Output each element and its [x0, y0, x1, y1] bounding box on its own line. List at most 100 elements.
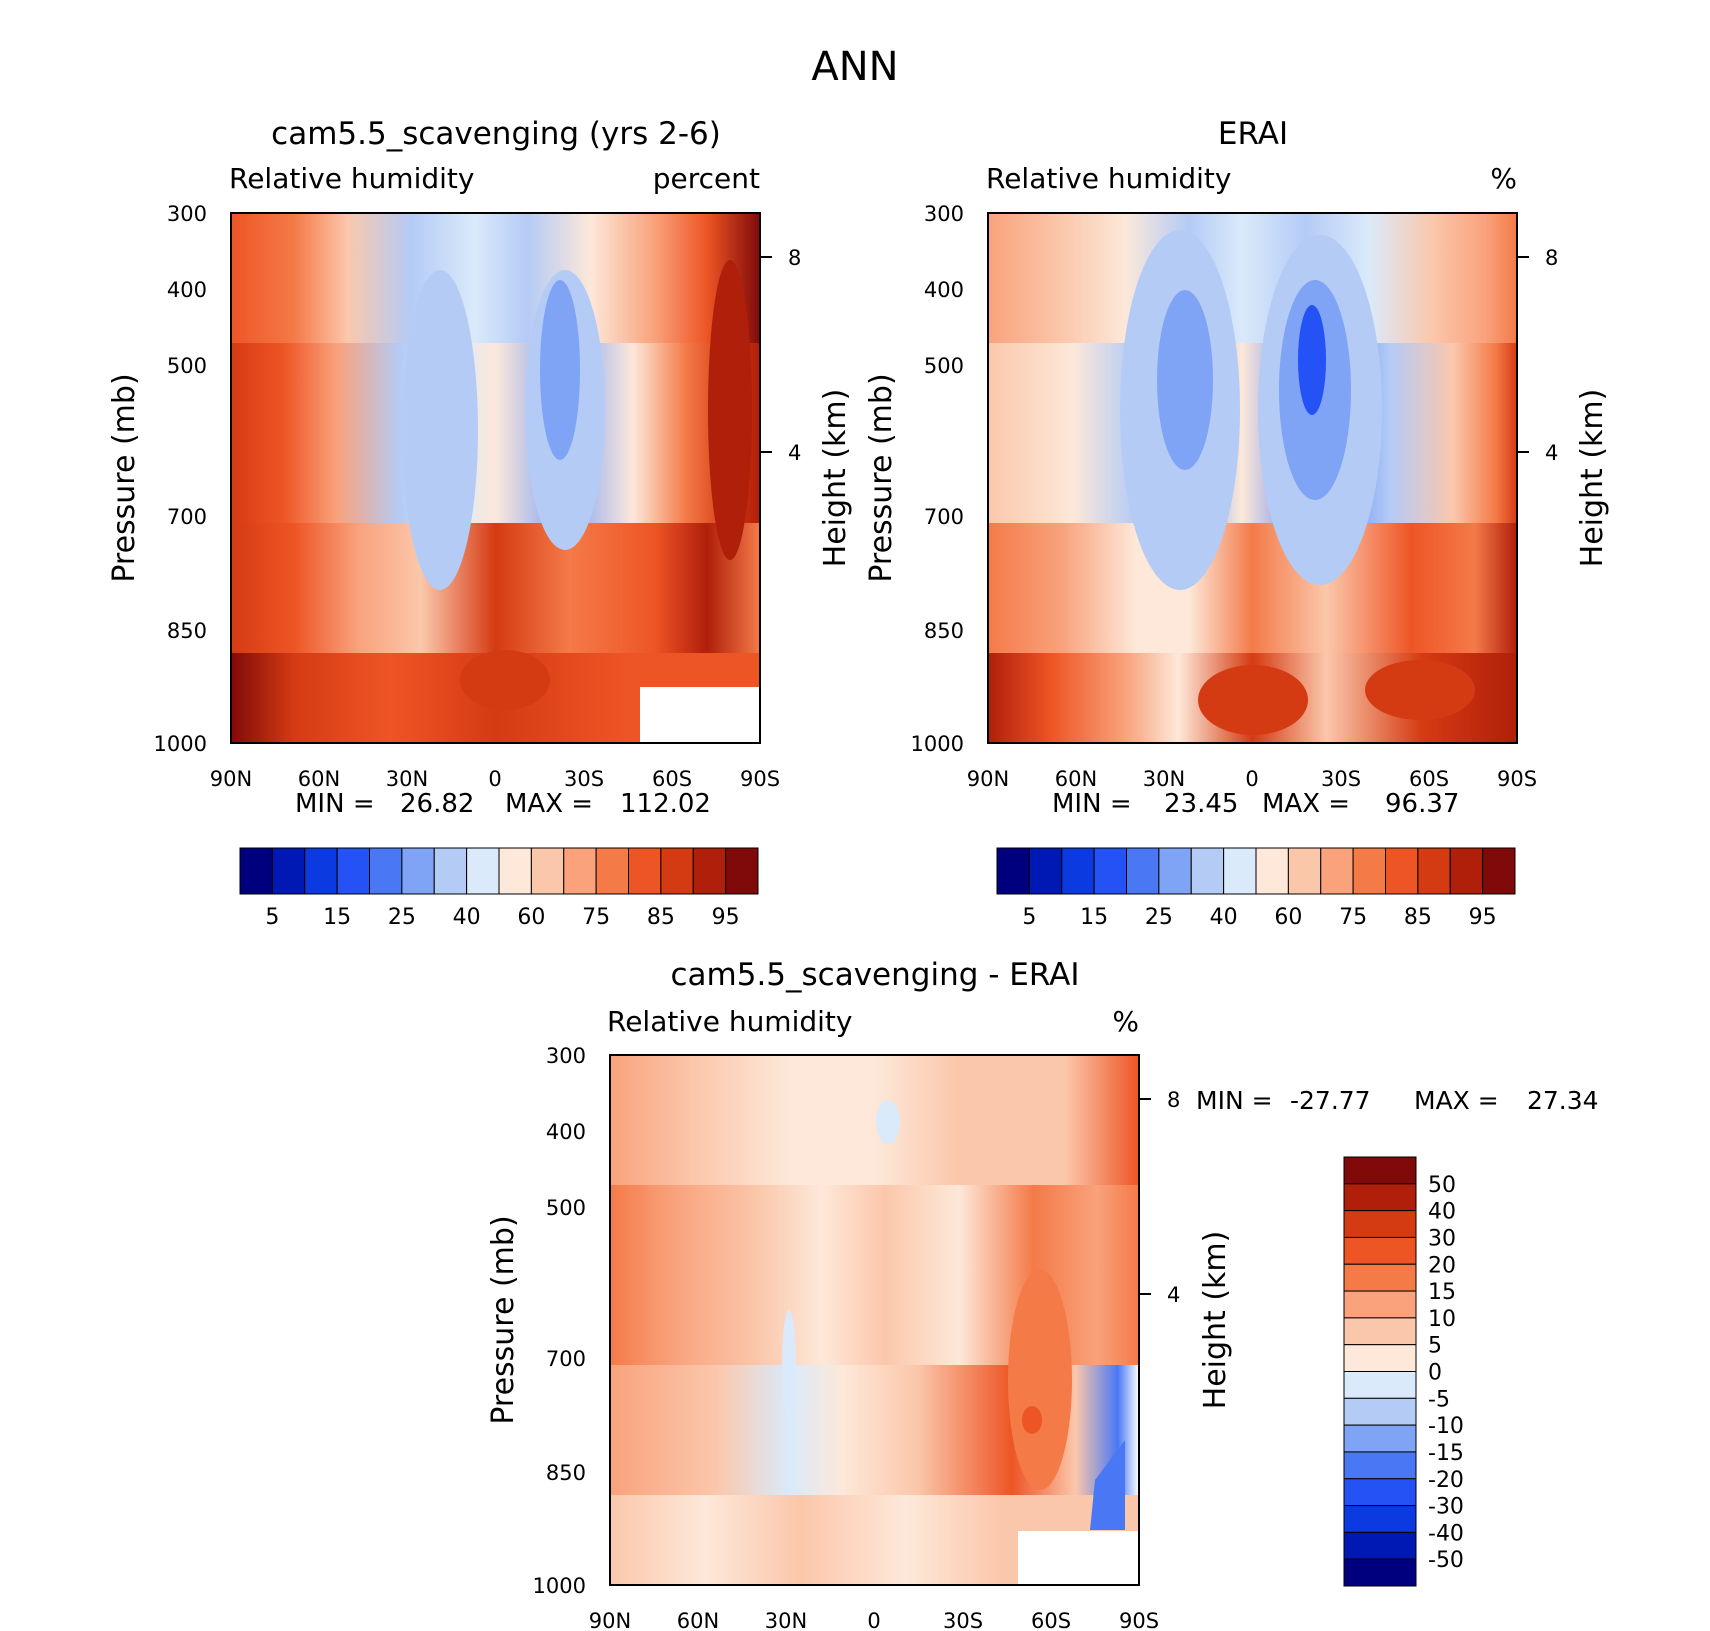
colorbar-swatch [1343, 1371, 1417, 1399]
colorbar-swatch [498, 847, 532, 895]
dry-minimum [1298, 305, 1326, 415]
colorbar-swatch [1028, 847, 1063, 895]
colorbar-swatch [1343, 1263, 1417, 1292]
x-tick-label: 60N [298, 767, 340, 791]
colorbar-swatch [996, 847, 1030, 895]
x-tick-label: 60S [1409, 767, 1449, 791]
max-value: 112.02 [620, 789, 711, 819]
colorbar-label: 85 [647, 905, 675, 930]
colorbar-swatch [1061, 847, 1095, 895]
max-label: MAX = [505, 789, 593, 819]
y2-tick-label: 8 [1545, 246, 1558, 270]
y2-tick-label: 8 [788, 246, 801, 270]
units-label: % [1112, 1005, 1139, 1038]
colorbar-swatch [628, 847, 662, 895]
colorbar-swatch [1343, 1397, 1417, 1426]
colorbar-label: 25 [1145, 905, 1173, 930]
y-tick-label: 1000 [911, 732, 964, 756]
y-tick-label: 500 [546, 1196, 586, 1220]
y2-axis-label: Height (km) [1575, 389, 1610, 568]
colorbar-swatch [1126, 847, 1160, 895]
colorbar-label: 5 [1022, 905, 1036, 930]
latitude-axis: 90N 60N 30N 0 30S 60S 90S [210, 767, 780, 791]
colorbar-label: -50 [1428, 1548, 1464, 1573]
x-tick-label: 90S [1497, 767, 1537, 791]
min-value: -27.77 [1290, 1086, 1371, 1115]
y2-tick-label: 8 [1167, 1088, 1180, 1112]
colorbar-label: 85 [1404, 905, 1432, 930]
contour-field [610, 1055, 1139, 1585]
band-lower [988, 523, 1517, 653]
colorbar-label: 20 [1428, 1253, 1456, 1278]
x-tick-label: 60S [1031, 1609, 1071, 1631]
band-middle [988, 343, 1517, 523]
colorbar-label: 75 [1339, 905, 1367, 930]
min-label: MIN = [1052, 789, 1132, 819]
colorbar-swatch [1343, 1236, 1417, 1265]
panel-erai: ERAI Relative humidity % 300 400 500 700… [864, 116, 1610, 930]
units-label: percent [653, 162, 760, 195]
y-tick-label: 400 [167, 278, 207, 302]
min-value: 23.45 [1164, 789, 1238, 819]
colorbar-swatch [1385, 847, 1419, 895]
colorbar-swatch [401, 847, 435, 895]
x-tick-label: 90N [967, 767, 1009, 791]
panel-model: cam5.5_scavenging (yrs 2-6) Relative hum… [107, 116, 853, 930]
colorbar-swatch [1343, 1478, 1417, 1507]
plot-frame [987, 212, 1518, 744]
min-max-readout: MIN = 23.45 MAX = 96.37 [1052, 789, 1459, 819]
colorbar-swatch [1343, 1210, 1417, 1238]
colorbar-swatch [1190, 847, 1225, 895]
panel-title: cam5.5_scavenging (yrs 2-6) [271, 116, 721, 152]
pressure-axis: 300 400 500 700 850 1000 [154, 202, 207, 756]
height-axis: 8 4 [1517, 246, 1558, 465]
y-tick-label: 1000 [533, 1574, 586, 1598]
colorbar-label: 75 [582, 905, 610, 930]
colorbar-swatch [1343, 1156, 1417, 1185]
max-label: MAX = [1414, 1086, 1499, 1115]
y-tick-label: 850 [546, 1461, 586, 1485]
colorbar-swatch [725, 847, 759, 895]
colorbar-swatch [1352, 847, 1386, 895]
x-tick-label: 90S [1119, 1609, 1159, 1631]
y-tick-label: 700 [924, 505, 964, 529]
plot-frame [609, 1054, 1140, 1586]
colorbar-swatch [369, 847, 403, 895]
y-tick-label: 300 [546, 1044, 586, 1068]
variable-label: Relative humidity [229, 162, 474, 195]
colorbar-label: -30 [1428, 1495, 1464, 1520]
latitude-axis: 90N 60N 30N 0 30S 60S 90S [967, 767, 1537, 791]
max-value: 96.37 [1385, 789, 1459, 819]
colorbar-swatch [692, 847, 727, 895]
y-tick-label: 500 [167, 354, 207, 378]
colorbar-swatch [1343, 1558, 1417, 1587]
pressure-axis: 300 400 500 700 850 1000 [911, 202, 964, 756]
colorbar-label: 40 [1210, 905, 1238, 930]
colorbar-label: 60 [517, 905, 545, 930]
dry-core-north [1157, 290, 1213, 470]
band-upper [231, 213, 760, 343]
band-middle [231, 343, 760, 523]
y-tick-label: 700 [546, 1347, 586, 1371]
dry-core-south [540, 280, 580, 460]
variable-label: Relative humidity [607, 1005, 852, 1038]
max-value: 27.34 [1527, 1086, 1599, 1115]
panel-difference: cam5.5_scavenging - ERAI Relative humidi… [486, 957, 1599, 1631]
colorbar: 5 15 25 40 60 75 85 95 [239, 847, 759, 930]
y-tick-label: 300 [924, 202, 964, 226]
x-tick-label: 30S [564, 767, 604, 791]
x-tick-label: 60N [1055, 767, 1097, 791]
band-upper [610, 1055, 1139, 1185]
colorbar-swatch [1343, 1451, 1417, 1480]
x-tick-label: 0 [488, 767, 501, 791]
min-label: MIN = [295, 789, 375, 819]
colorbar-swatch [1320, 847, 1354, 895]
colorbar-swatch [1343, 1424, 1417, 1453]
panel-title: cam5.5_scavenging - ERAI [670, 957, 1079, 993]
moist-core-equator [460, 650, 550, 710]
figure-title: ANN [811, 44, 898, 90]
y-tick-label: 1000 [154, 732, 207, 756]
colorbar-swatch [1343, 1183, 1417, 1212]
